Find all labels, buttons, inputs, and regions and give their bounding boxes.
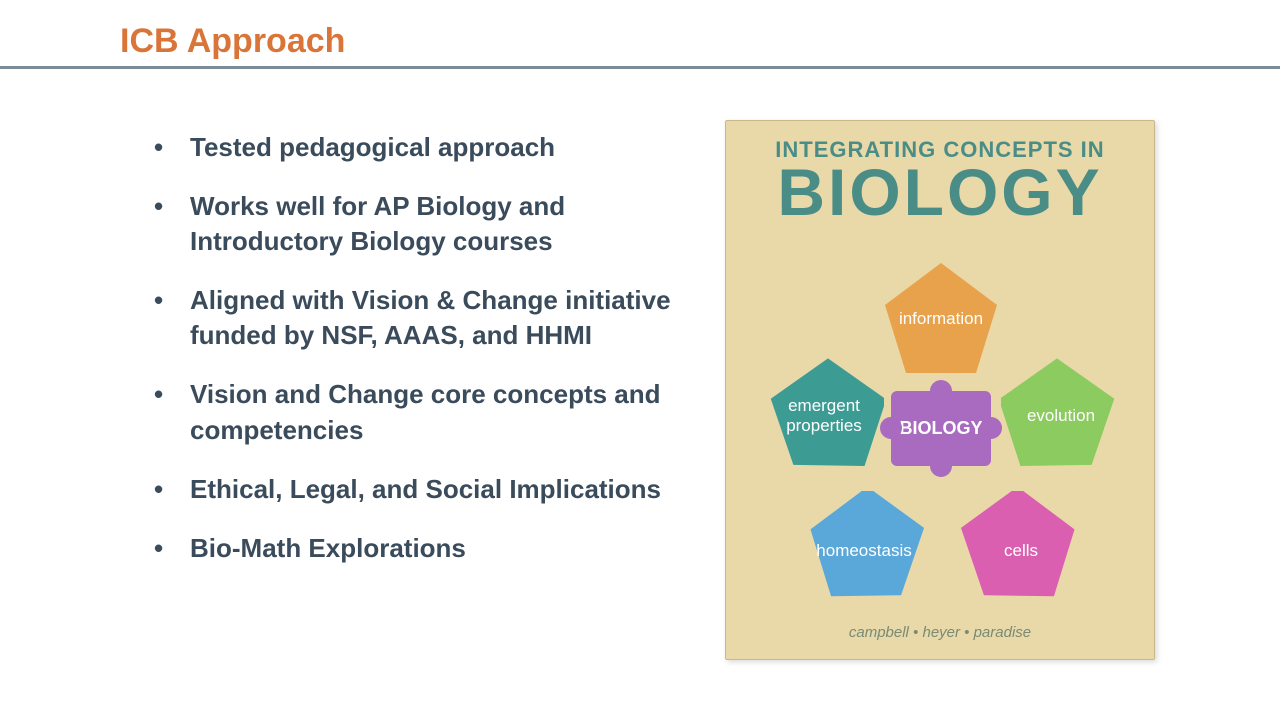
bullet-content: Tested pedagogical approach Works well fo… — [140, 130, 700, 590]
concept-diagram: emergentproperties homeostasis cells evolut… — [726, 231, 1156, 611]
diagram-petal-label: emergentproperties — [780, 396, 868, 435]
bullet-item: Bio-Math Explorations — [140, 531, 700, 566]
diagram-petal: evolution — [1001, 356, 1121, 476]
diagram-petal-label: information — [893, 309, 989, 329]
diagram-petal-label: homeostasis — [810, 541, 917, 561]
diagram-petal: emergentproperties — [764, 356, 884, 476]
diagram-center: BIOLOGY — [891, 391, 991, 466]
diagram-center-label: BIOLOGY — [899, 418, 982, 439]
diagram-petal-label: evolution — [1021, 406, 1101, 426]
title-rule — [0, 66, 1280, 69]
slide: ICB Approach Tested pedagogical approach… — [0, 0, 1280, 720]
diagram-petal: homeostasis — [804, 491, 924, 611]
bullet-item: Vision and Change core concepts and comp… — [140, 377, 700, 447]
diagram-petal: cells — [961, 491, 1081, 611]
bullet-list: Tested pedagogical approach Works well fo… — [140, 130, 700, 566]
slide-title: ICB Approach — [120, 22, 345, 61]
book-authors: campbell • heyer • paradise — [726, 624, 1154, 641]
bullet-item: Ethical, Legal, and Social Implications — [140, 472, 700, 507]
bullet-item: Works well for AP Biology and Introducto… — [140, 189, 700, 259]
bullet-item: Tested pedagogical approach — [140, 130, 700, 165]
diagram-petal-label: cells — [998, 541, 1044, 561]
book-cover: INTEGRATING CONCEPTS IN BIOLOGY emergent… — [725, 120, 1155, 660]
book-title: BIOLOGY — [726, 159, 1154, 225]
bullet-item: Aligned with Vision & Change initiative … — [140, 283, 700, 353]
diagram-petal: information — [881, 259, 1001, 379]
